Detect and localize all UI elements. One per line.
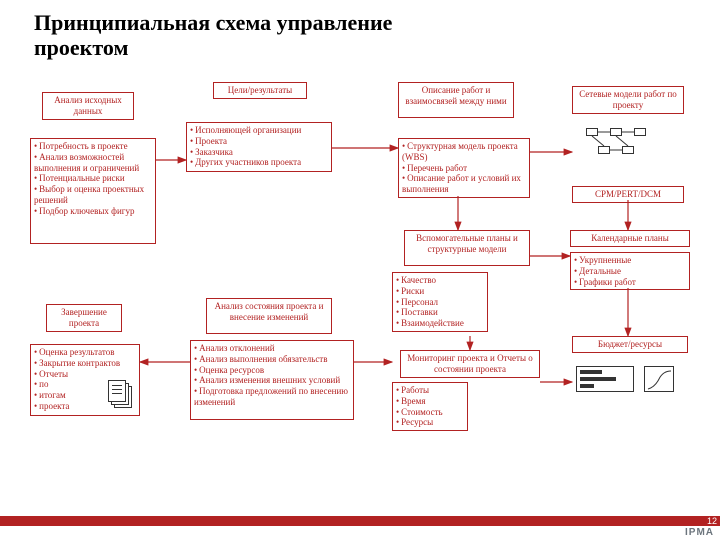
b2_hdr: Цели/результаты <box>213 82 307 99</box>
b6_body: УкрупненныеДетальныеГрафики работ <box>570 252 690 290</box>
b9_hdr: Мониторинг проекта и Отчеты о состоянии … <box>400 350 540 378</box>
b5_hdr: Вспомогательные планы и структурные моде… <box>404 230 530 266</box>
b2_body: Исполняющей организацииПроектаЗаказчикаД… <box>186 122 332 172</box>
b3_body: Структурная модель проекта (WBS)Перечень… <box>398 138 530 198</box>
b3_hdr: Описание работ и взаимосвязей между ними <box>398 82 514 118</box>
b4_hdr: Сетевые модели работ по проекту <box>572 86 684 114</box>
b8_body: Анализ отклоненийАнализ выполнения обяза… <box>190 340 354 420</box>
b4_extra: CPM/PERT/DCM <box>572 186 684 203</box>
footer-bar <box>0 516 720 526</box>
b7_hdr: Бюджет/ресурсы <box>572 336 688 353</box>
page-title: Принципиальная схема управление проектом <box>34 10 392 61</box>
b9_body: РаботыВремяСтоимостьРесурсы <box>392 382 468 431</box>
b5_body: КачествоРискиПерсоналПоставкиВзаимодейст… <box>392 272 488 332</box>
b10_hdr: Завершение проекта <box>46 304 122 332</box>
b1_body: Потребность в проектеАнализ возможностей… <box>30 138 156 244</box>
s-curve-icon <box>644 366 674 392</box>
footer-logo: IPMA <box>685 527 714 538</box>
page-number: 12 <box>707 516 717 526</box>
b6_hdr: Календарные планы <box>570 230 690 247</box>
gantt-chart-icon <box>576 366 634 392</box>
b8_hdr: Анализ состояния проекта и внесение изме… <box>206 298 332 334</box>
b1_hdr: Анализ исходных данных <box>42 92 134 120</box>
